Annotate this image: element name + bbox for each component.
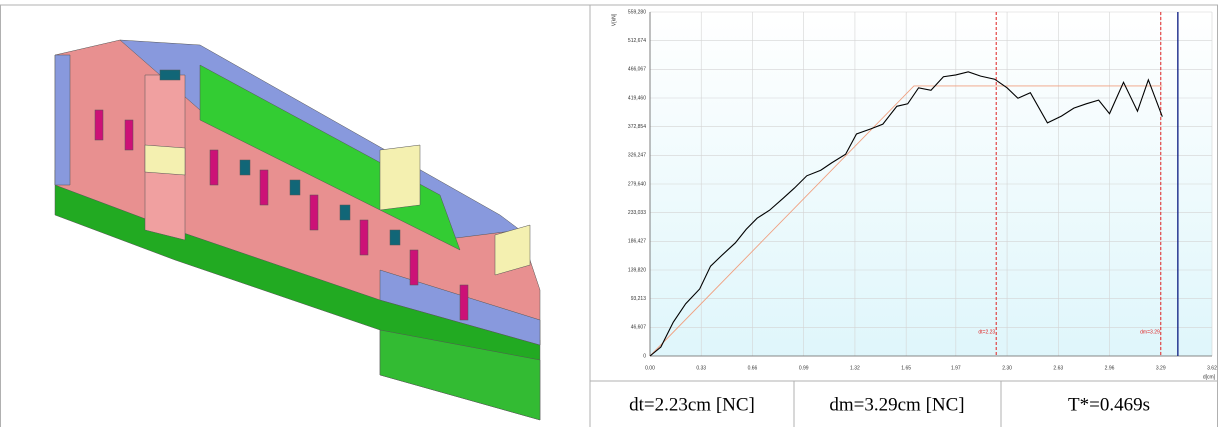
x-tick-label: 2.30 xyxy=(1002,365,1012,371)
y-tick-label: 46,607 xyxy=(631,325,647,331)
x-tick-label: 0.00 xyxy=(645,365,655,371)
data-line xyxy=(649,85,1163,357)
table-cell: dm=3.29cm [NC] xyxy=(829,394,964,415)
x-tick-label: 3.29 xyxy=(1156,365,1166,371)
x-tick-label: 0.33 xyxy=(696,365,706,371)
x-tick-label: 1.65 xyxy=(901,365,911,371)
table-cell: T*=0.469s xyxy=(1068,394,1150,415)
reference-label: dm=3.29 xyxy=(1140,329,1160,335)
x-tick-label: 0.99 xyxy=(799,365,809,371)
y-axis-label: V[kN] xyxy=(611,13,617,26)
y-tick-label: 0 xyxy=(643,353,646,359)
y-tick-label: 559,280 xyxy=(628,9,646,15)
frame xyxy=(0,4,1218,427)
table-cell: dt=2.23cm [NC] xyxy=(629,394,755,415)
y-tick-label: 372,854 xyxy=(628,124,646,130)
data-line xyxy=(649,71,1163,357)
x-axis-label: d[cm] xyxy=(1203,374,1216,380)
y-tick-label: 279,640 xyxy=(628,181,646,187)
x-tick-label: 3.62 xyxy=(1207,365,1217,371)
y-tick-label: 466,067 xyxy=(628,67,646,73)
y-tick-label: 93,213 xyxy=(631,296,647,302)
y-tick-label: 326,247 xyxy=(628,153,646,159)
building-render xyxy=(54,39,541,421)
y-tick-label: 139,820 xyxy=(628,267,646,273)
y-tick-label: 419,460 xyxy=(628,95,646,101)
y-tick-label: 233,033 xyxy=(628,210,646,216)
x-tick-label: 2.63 xyxy=(1053,365,1063,371)
reference-label: dt=2.23 xyxy=(978,329,995,335)
x-tick-label: 0.66 xyxy=(748,365,758,371)
y-tick-label: 512,674 xyxy=(628,38,646,44)
x-tick-label: 2.96 xyxy=(1105,365,1115,371)
y-tick-label: 186,427 xyxy=(628,239,646,245)
x-tick-label: 1.32 xyxy=(850,365,860,371)
x-tick-label: 1.97 xyxy=(951,365,961,371)
